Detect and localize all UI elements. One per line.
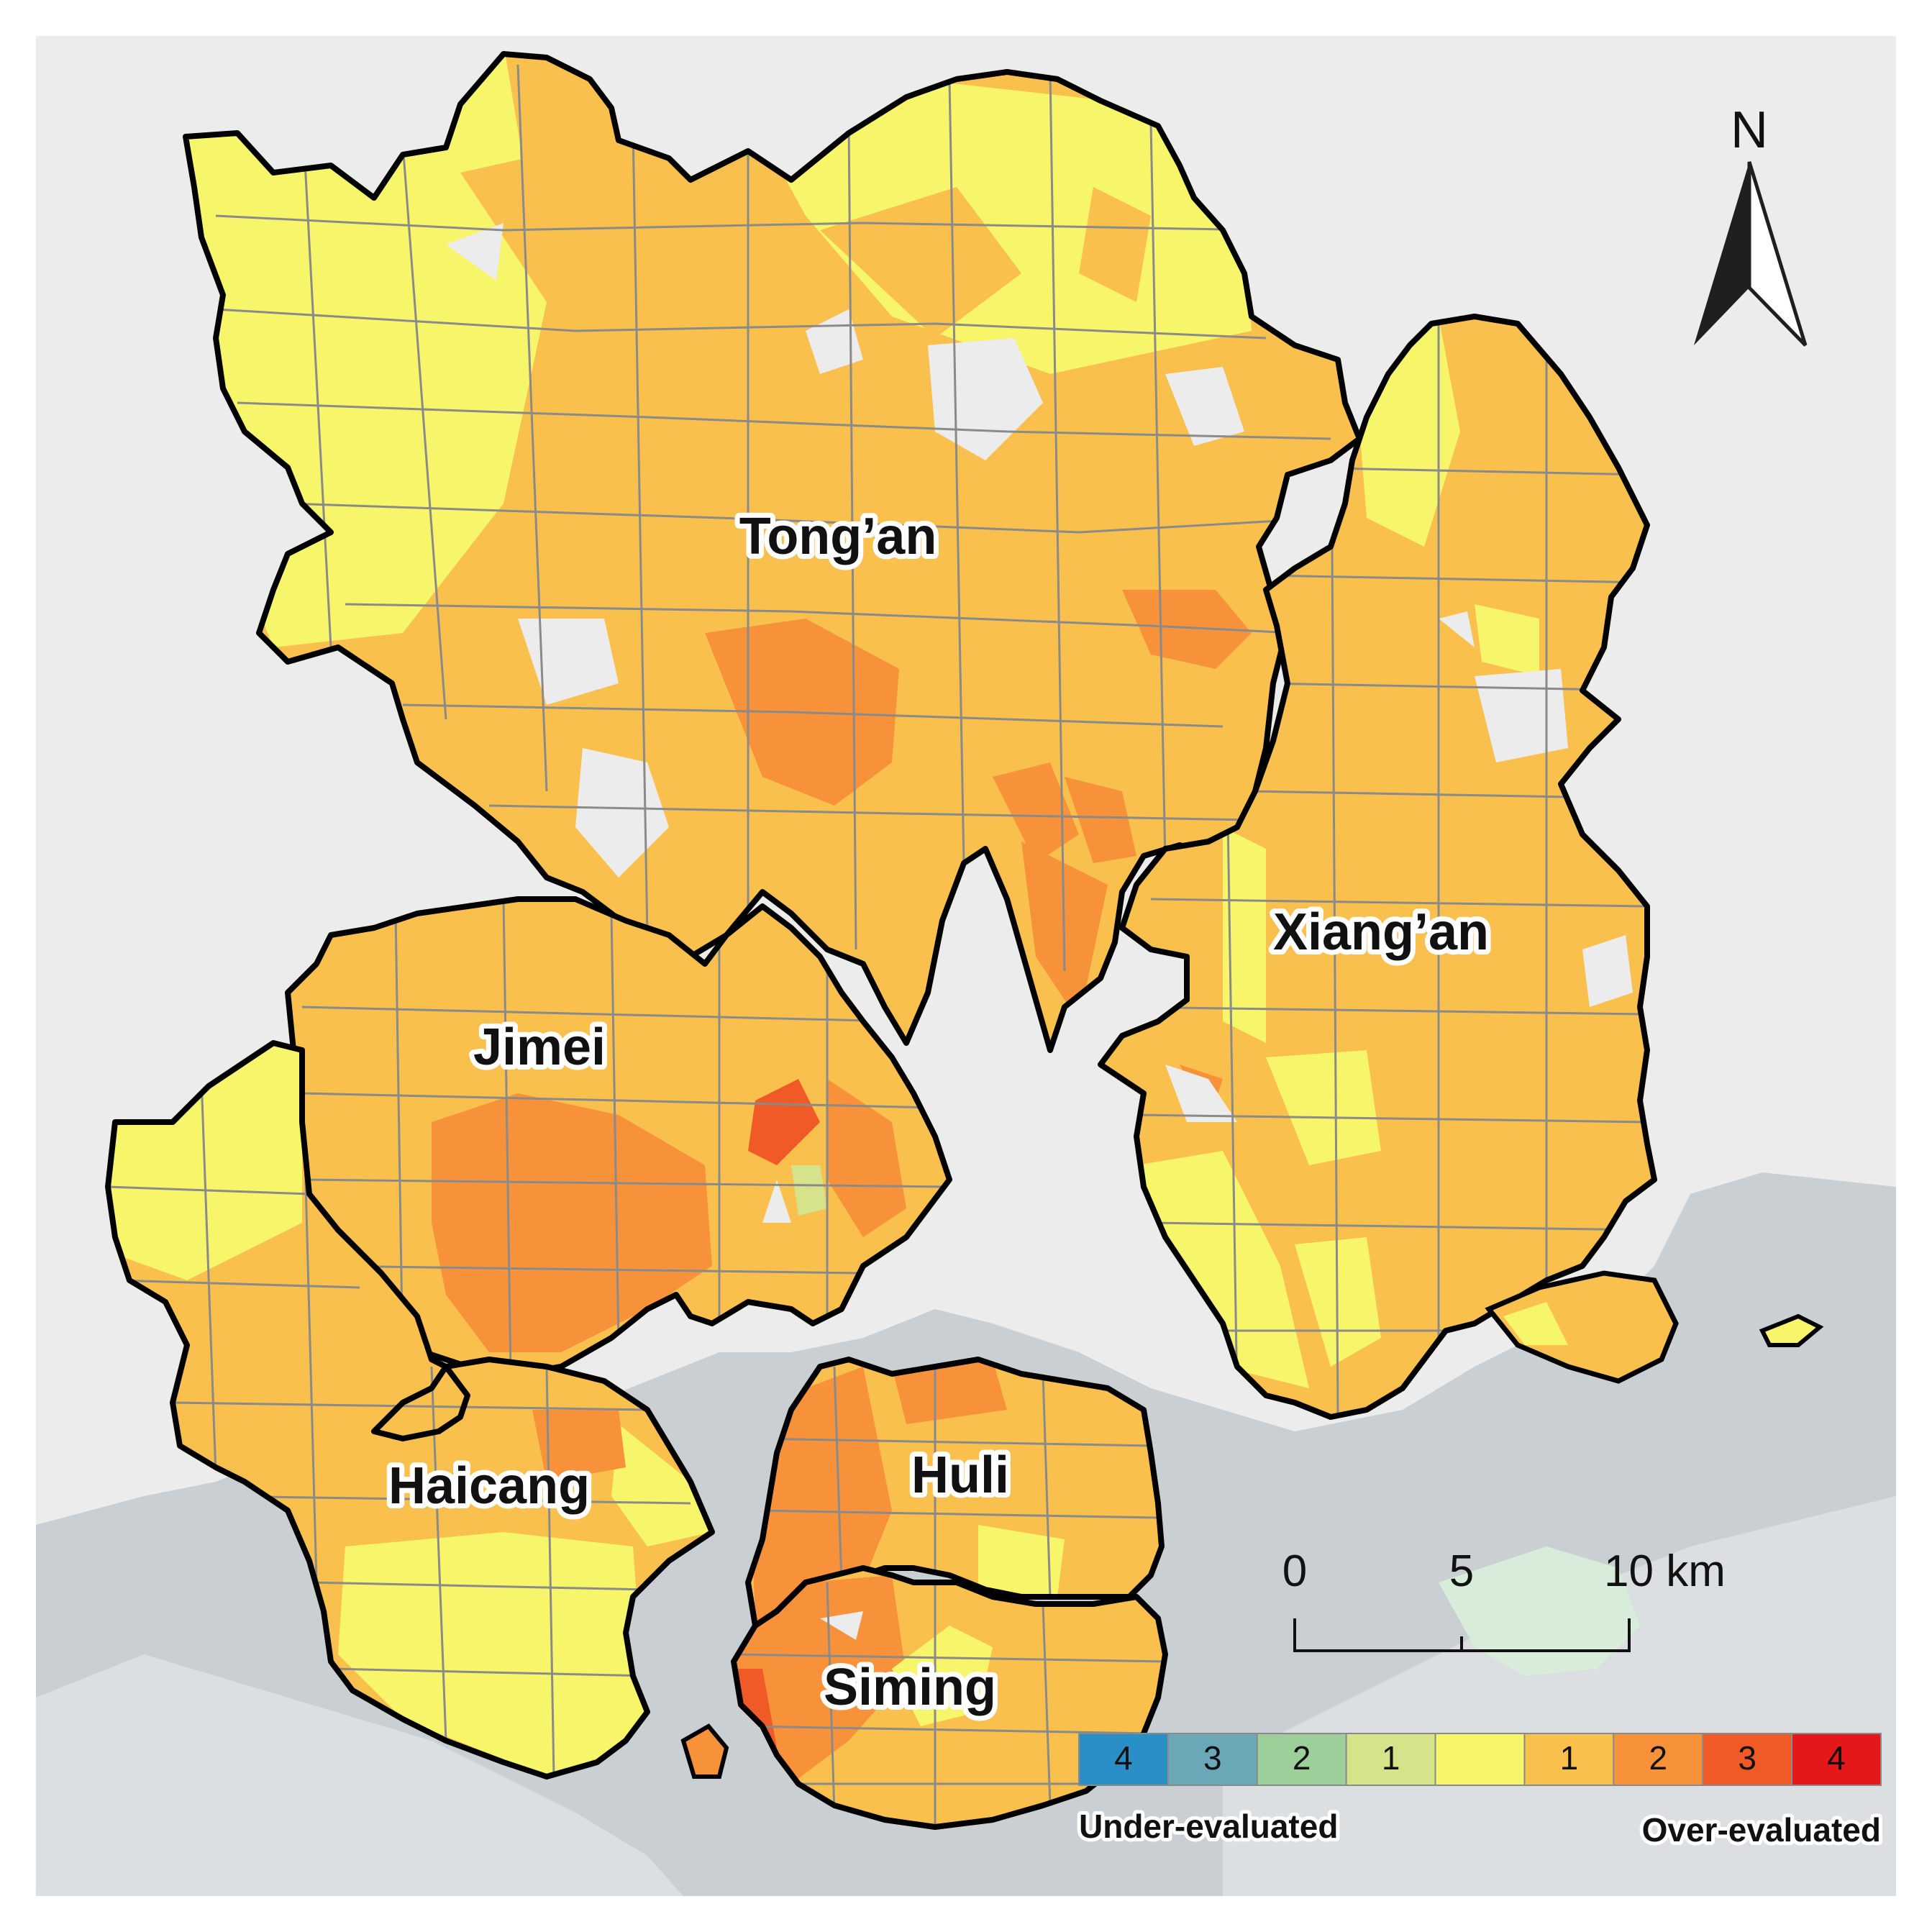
legend-swatch-label: 1 [1560,1739,1579,1777]
legend-swatch [1434,1733,1526,1786]
legend-swatch-label: 1 [1382,1739,1400,1777]
scale-tick-5: 5 [1449,1546,1474,1596]
label-siming: Siming [824,1659,996,1716]
legend: 4 3 2 1 1 2 3 4 Under-evaluated Over-evaluated [1075,1733,1885,1852]
scale-tick-0: 0 [1282,1546,1307,1596]
district-jimei [285,896,952,1377]
legend-swatch [1256,1733,1347,1786]
legend-swatch-label: 2 [1293,1739,1311,1777]
scale-tick-10: 10 km [1604,1546,1726,1596]
label-jimei: Jimei [473,1019,606,1076]
label-haicang: Haicang [388,1457,590,1515]
land-south [36,1654,683,1896]
land-southeast [1223,1496,1896,1896]
legend-under-caption: Under-evaluated [1079,1808,1338,1845]
legend-swatch [1523,1733,1615,1786]
legend-swatch [1167,1733,1258,1786]
label-tongan: Tong’an [739,508,937,565]
legend-swatch-label: 4 [1114,1739,1133,1777]
district-siming [680,1565,1168,1830]
legend-swatch-label: 2 [1649,1739,1667,1777]
district-haicang [105,1040,715,1780]
legend-swatch [1791,1733,1882,1786]
label-huli: Huli [911,1446,1009,1504]
legend-swatch-label: 3 [1738,1739,1756,1777]
park-green [1439,1546,1640,1676]
north-arrow-icon [1694,162,1749,345]
island-east [1485,1270,1824,1384]
district-xiangan [1098,314,1657,1420]
scale-bar: 0 5 10 km [1282,1546,1726,1652]
legend-swatch [1613,1733,1704,1786]
north-label: N [1731,101,1768,159]
legend-over-caption: Over-evaluated [1642,1811,1881,1849]
district-tongan [183,51,1362,1053]
label-xiangan: Xiang’an [1273,903,1489,961]
legend-swatch-label: 3 [1203,1739,1222,1777]
legend-swatch-label: 4 [1827,1739,1846,1777]
north-arrow: N [1694,101,1808,347]
